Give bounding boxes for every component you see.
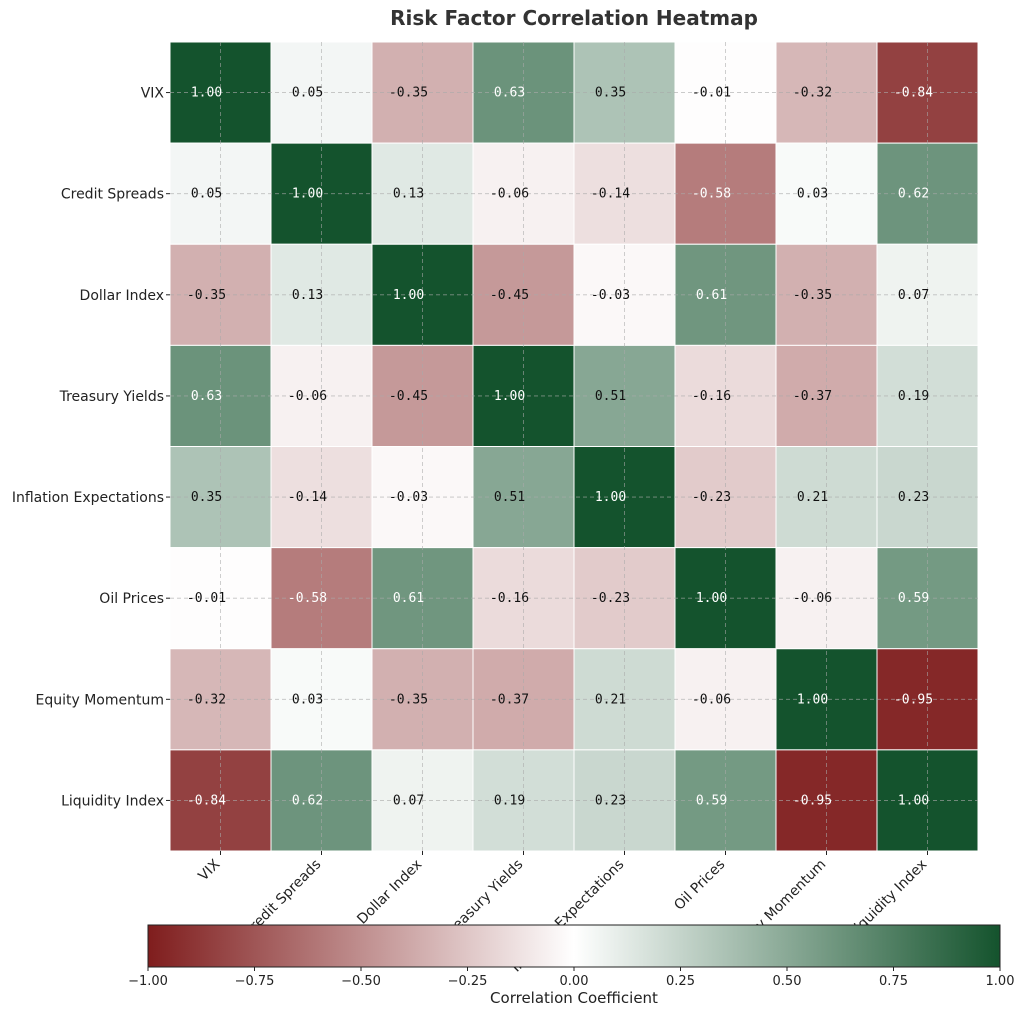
cell-value-label: -0.37 xyxy=(793,389,832,404)
cell-value-label: 1.00 xyxy=(191,86,222,101)
y-tick-label: Credit Spreads xyxy=(61,187,164,203)
colorbar-tick-label: −0.75 xyxy=(235,974,275,989)
cell-value-label: 1.00 xyxy=(393,288,424,303)
cell-value-label: -0.16 xyxy=(692,389,731,404)
y-tick-label: VIX xyxy=(141,86,165,102)
cell-value-label: -0.95 xyxy=(894,692,933,707)
cell-value-label: -0.35 xyxy=(389,692,428,707)
colorbar-tick-label: 0.00 xyxy=(560,974,589,989)
colorbar-ticks: −1.00 −0.75 −0.50 −0.25 0.00 0.25 0.50 0.75 1.00 xyxy=(128,967,1014,989)
cell-value-label: 0.13 xyxy=(292,288,323,303)
cell-value-label: -0.14 xyxy=(288,490,327,505)
y-tick-label: Treasury Yields xyxy=(59,389,164,405)
cell-value-label: 1.00 xyxy=(797,692,828,707)
colorbar: −1.00 −0.75 −0.50 −0.25 0.00 0.25 0.50 0.75 1.00… xyxy=(128,924,1014,1007)
cell-value-label: 0.61 xyxy=(696,288,727,303)
colorbar-tick-label: −0.25 xyxy=(448,974,488,989)
x-tick-label: Dollar Index xyxy=(354,857,425,928)
cell-value-label: 0.05 xyxy=(191,187,222,202)
x-tick-label: Oil Prices xyxy=(671,857,728,914)
cell-value-label: 0.05 xyxy=(292,86,323,101)
heatmap-grid xyxy=(170,42,978,851)
cell-value-label: 0.62 xyxy=(292,793,323,808)
cell-value-label: 0.63 xyxy=(191,389,222,404)
cell-value-label: 0.13 xyxy=(393,187,424,202)
y-tick-label: Equity Momentum xyxy=(36,692,165,708)
cell-value-label: -0.01 xyxy=(187,591,226,606)
cell-value-label: -0.06 xyxy=(288,389,327,404)
colorbar-tick-label: 0.25 xyxy=(666,974,695,989)
cell-value-label: -0.45 xyxy=(389,389,428,404)
cell-value-label: -0.16 xyxy=(490,591,529,606)
colorbar-tick-label: −0.50 xyxy=(341,974,381,989)
cell-value-label: 0.51 xyxy=(494,490,525,505)
cell-value-label: -0.06 xyxy=(490,187,529,202)
cell-value-label: -0.23 xyxy=(591,591,630,606)
cell-value-label: 0.23 xyxy=(595,793,626,808)
cell-value-label: 0.59 xyxy=(696,793,727,808)
cell-value-label: 0.35 xyxy=(595,86,626,101)
cell-value-label: -0.35 xyxy=(793,288,832,303)
cell-value-label: 0.03 xyxy=(292,692,323,707)
cell-value-label: 0.03 xyxy=(797,187,828,202)
y-tick-label: Inflation Expectations xyxy=(12,490,164,506)
cell-value-label: -0.06 xyxy=(793,591,832,606)
cell-value-label: 1.00 xyxy=(696,591,727,606)
cell-value-label: 0.63 xyxy=(494,86,525,101)
cell-value-label: 1.00 xyxy=(494,389,525,404)
cell-value-label: 0.19 xyxy=(898,389,929,404)
colorbar-label: Correlation Coefficient xyxy=(490,989,658,1007)
cell-value-label: -0.58 xyxy=(692,187,731,202)
cell-value-label: -0.03 xyxy=(389,490,428,505)
cell-value-label: -0.32 xyxy=(187,692,226,707)
cell-value-label: 0.23 xyxy=(898,490,929,505)
cell-value-label: 0.35 xyxy=(191,490,222,505)
cell-value-label: -0.14 xyxy=(591,187,630,202)
y-tick-label: Oil Prices xyxy=(99,591,164,607)
cell-value-label: -0.95 xyxy=(793,793,832,808)
cell-value-label: -0.35 xyxy=(187,288,226,303)
heatmap-cells xyxy=(169,41,979,852)
cell-value-label: 1.00 xyxy=(898,793,929,808)
cell-value-label: -0.32 xyxy=(793,86,832,101)
y-tick-label: Dollar Index xyxy=(80,288,164,304)
colorbar-tick-label: 0.50 xyxy=(773,974,802,989)
x-tick-label: VIX xyxy=(196,856,224,884)
cell-value-label: 0.07 xyxy=(898,288,929,303)
cell-value-label: -0.23 xyxy=(692,490,731,505)
cell-value-label: -0.84 xyxy=(894,86,933,101)
chart-title: Risk Factor Correlation Heatmap xyxy=(390,6,758,30)
cell-value-label: 0.59 xyxy=(898,591,929,606)
cell-value-label: 0.61 xyxy=(393,591,424,606)
cell-value-label: -0.58 xyxy=(288,591,327,606)
cell-value-label: 0.19 xyxy=(494,793,525,808)
cell-value-label: -0.06 xyxy=(692,692,731,707)
heatmap-value-labels: 1.00 0.05 -0.35 0.63 0.35 -0.01 -0.32 -0.84 0.05… xyxy=(187,86,933,809)
colorbar-tick-label: 1.00 xyxy=(986,974,1015,989)
colorbar-gradient xyxy=(147,924,1001,968)
cell-value-label: -0.84 xyxy=(187,793,226,808)
cell-value-label: 0.62 xyxy=(898,187,929,202)
colorbar-tick-label: 0.75 xyxy=(879,974,908,989)
cell-value-label: 1.00 xyxy=(595,490,626,505)
cell-value-label: 0.07 xyxy=(393,793,424,808)
cell-value-label: -0.03 xyxy=(591,288,630,303)
y-axis-tick-labels: VIX Credit Spreads Dollar Index Treasury Yi… xyxy=(12,86,170,809)
colorbar-tick-label: −1.00 xyxy=(128,974,168,989)
cell-value-label: -0.45 xyxy=(490,288,529,303)
cell-value-label: 0.21 xyxy=(595,692,626,707)
cell-value-label: -0.35 xyxy=(389,86,428,101)
cell-value-label: 0.51 xyxy=(595,389,626,404)
cell-value-label: 1.00 xyxy=(292,187,323,202)
cell-value-label: -0.01 xyxy=(692,86,731,101)
y-tick-label: Liquidity Index xyxy=(61,793,164,809)
cell-value-label: 0.21 xyxy=(797,490,828,505)
cell-value-label: -0.37 xyxy=(490,692,529,707)
